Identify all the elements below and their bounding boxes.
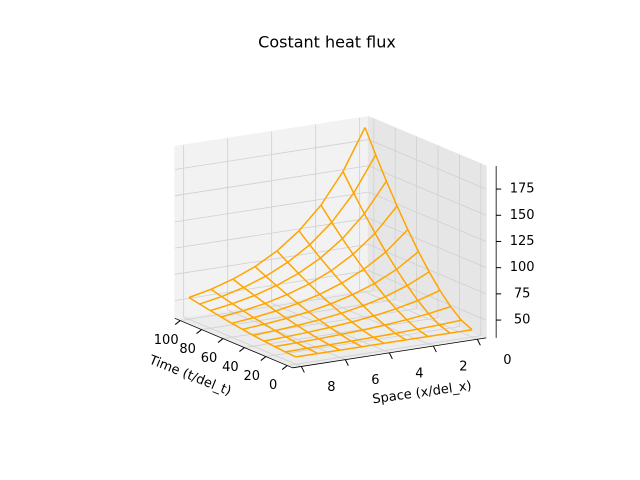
z-tick-label: 125 [510, 234, 535, 249]
chart-title: Costant heat flux [258, 33, 396, 52]
grid-line [174, 217, 369, 249]
wire-line [342, 171, 451, 334]
x-tick-label: 2 [459, 360, 467, 375]
wire-line [364, 127, 473, 331]
wire-line [320, 204, 429, 338]
y-tick-label: 60 [201, 351, 218, 366]
x-tick-label: 8 [327, 380, 335, 395]
tick-mark [432, 345, 437, 353]
wire-line [298, 230, 407, 341]
x-tick-label: 6 [371, 373, 379, 388]
y-tick-label: 80 [179, 342, 196, 357]
wire-line [232, 278, 341, 351]
tick-mark [260, 356, 267, 361]
grid-line [368, 270, 487, 321]
z-tick-label: 50 [514, 313, 531, 328]
y-tick-label: 40 [222, 360, 239, 375]
y-tick-label: 100 [154, 333, 179, 348]
y-tick-label: 0 [269, 378, 277, 393]
tick-mark [239, 347, 245, 352]
tick-mark [300, 366, 305, 373]
grid-line [287, 335, 481, 366]
grid-line [368, 191, 487, 242]
z-tick-label: 175 [510, 182, 535, 197]
grid-line [174, 191, 369, 223]
grid-line [265, 326, 460, 357]
grid-line [174, 243, 369, 275]
wire-line [210, 288, 319, 355]
grid-line [368, 217, 487, 269]
grid-line [359, 289, 478, 340]
tick-mark [217, 338, 224, 343]
z-tick-label: 75 [514, 286, 531, 301]
grid-line [227, 309, 346, 361]
x-tick-label: 0 [503, 353, 511, 368]
tick-mark [476, 339, 481, 346]
grid-line [183, 316, 302, 367]
grid-line [180, 290, 374, 321]
x-axis-line [292, 337, 487, 369]
tick-mark [344, 359, 349, 366]
x-tick-label: 4 [415, 366, 423, 381]
grid-line [368, 165, 487, 216]
tick-mark [388, 352, 393, 360]
wire-line [254, 266, 363, 348]
grid-line [315, 296, 434, 347]
y-tick-label: 20 [244, 369, 261, 384]
grid-line [368, 139, 487, 190]
grid-line [174, 139, 369, 170]
grid-line [174, 165, 369, 197]
grid-line [222, 308, 417, 339]
y-axis-line [174, 317, 293, 369]
tick-mark [196, 329, 202, 334]
wire-line [276, 250, 385, 344]
wire-line [188, 296, 297, 358]
tick-mark [174, 320, 181, 325]
grid-line [244, 317, 439, 348]
tick-mark [281, 365, 288, 370]
z-tick-label: 150 [510, 208, 535, 223]
z-tick-label: 100 [510, 260, 535, 275]
